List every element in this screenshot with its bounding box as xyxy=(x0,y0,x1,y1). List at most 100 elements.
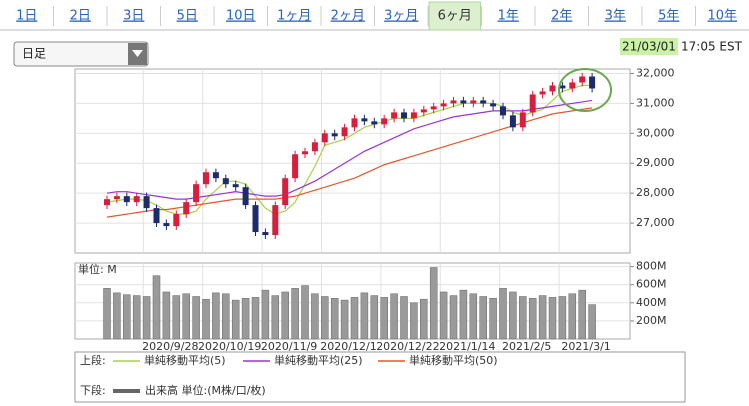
volume-bar xyxy=(340,299,349,340)
x-tick-label: 2020/12/22 xyxy=(376,340,439,353)
annotation-circle xyxy=(558,68,612,112)
period-tab[interactable]: 5日 xyxy=(177,9,198,24)
legend-label: 単純移動平均(5) xyxy=(144,353,226,367)
candle-body xyxy=(549,85,556,92)
period-tab[interactable]: 3日 xyxy=(123,9,144,24)
volume-bar xyxy=(281,291,289,340)
volume-bar xyxy=(509,291,517,340)
candle-body xyxy=(133,196,140,203)
period-tab[interactable]: 3年 xyxy=(605,9,626,24)
candle-body xyxy=(183,202,190,215)
timestamp-time: 17:05 EST xyxy=(681,40,743,54)
legend-label: 出来高 単位:(M株/口/枚) xyxy=(145,383,266,397)
candle-body xyxy=(381,118,388,125)
period-tab[interactable]: 2日 xyxy=(70,9,91,24)
period-tabs: 1日 2日 3日 5日 10日 1ヶ月 2ヶ月 3ヶ月 6ヶ月 1年 2年 3年 5年 10年 xyxy=(16,1,737,31)
candle-body xyxy=(123,196,130,203)
volume-bar xyxy=(231,299,240,340)
volume-bar xyxy=(192,296,200,340)
volume-bar xyxy=(568,293,577,340)
volume-bar xyxy=(350,297,359,340)
y-tick-label: 31,000 xyxy=(636,96,675,109)
period-tab[interactable]: 1日 xyxy=(16,9,37,24)
candle-body xyxy=(292,154,299,179)
x-tick-label: 2021/3/1 xyxy=(561,340,610,353)
candle-body xyxy=(302,151,308,155)
moving-average-line xyxy=(106,99,593,200)
period-tab[interactable]: 5年 xyxy=(658,9,679,24)
candle-body xyxy=(509,115,516,128)
volume-bar xyxy=(360,292,369,340)
candle-body xyxy=(401,112,407,119)
period-tab[interactable]: 6ヶ月 xyxy=(438,9,472,24)
candle-body xyxy=(262,232,269,236)
candle-body xyxy=(143,196,150,209)
candle-body xyxy=(331,133,338,137)
volume-bar xyxy=(103,288,111,340)
period-tab[interactable]: 10日 xyxy=(226,9,256,24)
y-tick-label: 32,000 xyxy=(636,66,675,79)
period-tab[interactable]: 2ヶ月 xyxy=(331,9,365,24)
period-tab[interactable]: 1ヶ月 xyxy=(277,9,311,24)
legend-upper-label: 上段: xyxy=(80,353,106,367)
interval-label: 日足 xyxy=(22,47,46,61)
volume-bar xyxy=(212,292,220,340)
interval-select[interactable] xyxy=(13,41,149,67)
volume-bar xyxy=(519,296,527,340)
volume-bar xyxy=(439,291,448,340)
x-tick-label: 2020/11/9 xyxy=(261,340,317,353)
candle-body xyxy=(193,184,200,203)
volume-bar xyxy=(241,298,250,340)
legend-label: 単純移動平均(25) xyxy=(274,353,363,367)
volume-bar xyxy=(380,297,388,340)
period-tab[interactable]: 2年 xyxy=(551,9,572,24)
volume-bar xyxy=(400,296,408,340)
y-tick-label: 200M xyxy=(636,314,667,327)
y-tick-label: 27,000 xyxy=(636,216,675,229)
candle-body xyxy=(272,205,279,236)
candle-body xyxy=(153,208,160,224)
period-tab[interactable]: 10年 xyxy=(707,9,737,24)
volume-bar xyxy=(528,298,537,340)
period-tab[interactable]: 1年 xyxy=(498,9,519,24)
candle-body xyxy=(321,133,328,143)
candle-body xyxy=(351,118,358,128)
volume-bar xyxy=(578,289,586,340)
candle-body xyxy=(430,106,437,110)
plot xyxy=(103,72,596,340)
candle-body xyxy=(232,184,239,188)
volume-bar xyxy=(588,304,596,340)
volume-bar xyxy=(469,293,478,340)
volume-bar xyxy=(123,294,131,340)
volume-bar xyxy=(479,296,487,340)
x-tick-label: 2020/10/19 xyxy=(198,340,261,353)
volume-bar xyxy=(429,267,438,340)
candle-body xyxy=(252,205,259,233)
volume-bar xyxy=(420,298,428,340)
volume-bar xyxy=(182,293,190,340)
candle-body xyxy=(500,106,506,116)
candle-body xyxy=(579,76,586,83)
volume-bar xyxy=(489,298,497,340)
candle-body xyxy=(391,112,398,119)
candle-body xyxy=(371,121,378,125)
candle-body xyxy=(311,142,318,152)
candle-body xyxy=(163,223,170,227)
x-tick-label: 2020/12/1 xyxy=(320,340,376,353)
volume-bar xyxy=(202,298,210,340)
y-tick-label: 600M xyxy=(636,278,667,291)
volume-bar xyxy=(410,302,418,340)
x-tick-label: 2021/1/14 xyxy=(439,340,495,353)
volume-bar xyxy=(261,289,270,340)
candle-body xyxy=(529,94,536,113)
candle-body xyxy=(420,109,427,113)
candle-body xyxy=(470,100,477,104)
volume-bar xyxy=(330,298,339,340)
y-tick-label: 28,000 xyxy=(636,186,675,199)
y-tick-label: 800M xyxy=(636,260,667,273)
candle-body xyxy=(450,100,457,104)
candle-body xyxy=(410,112,417,119)
period-tab[interactable]: 3ヶ月 xyxy=(384,9,418,24)
volume-bar xyxy=(370,295,379,340)
